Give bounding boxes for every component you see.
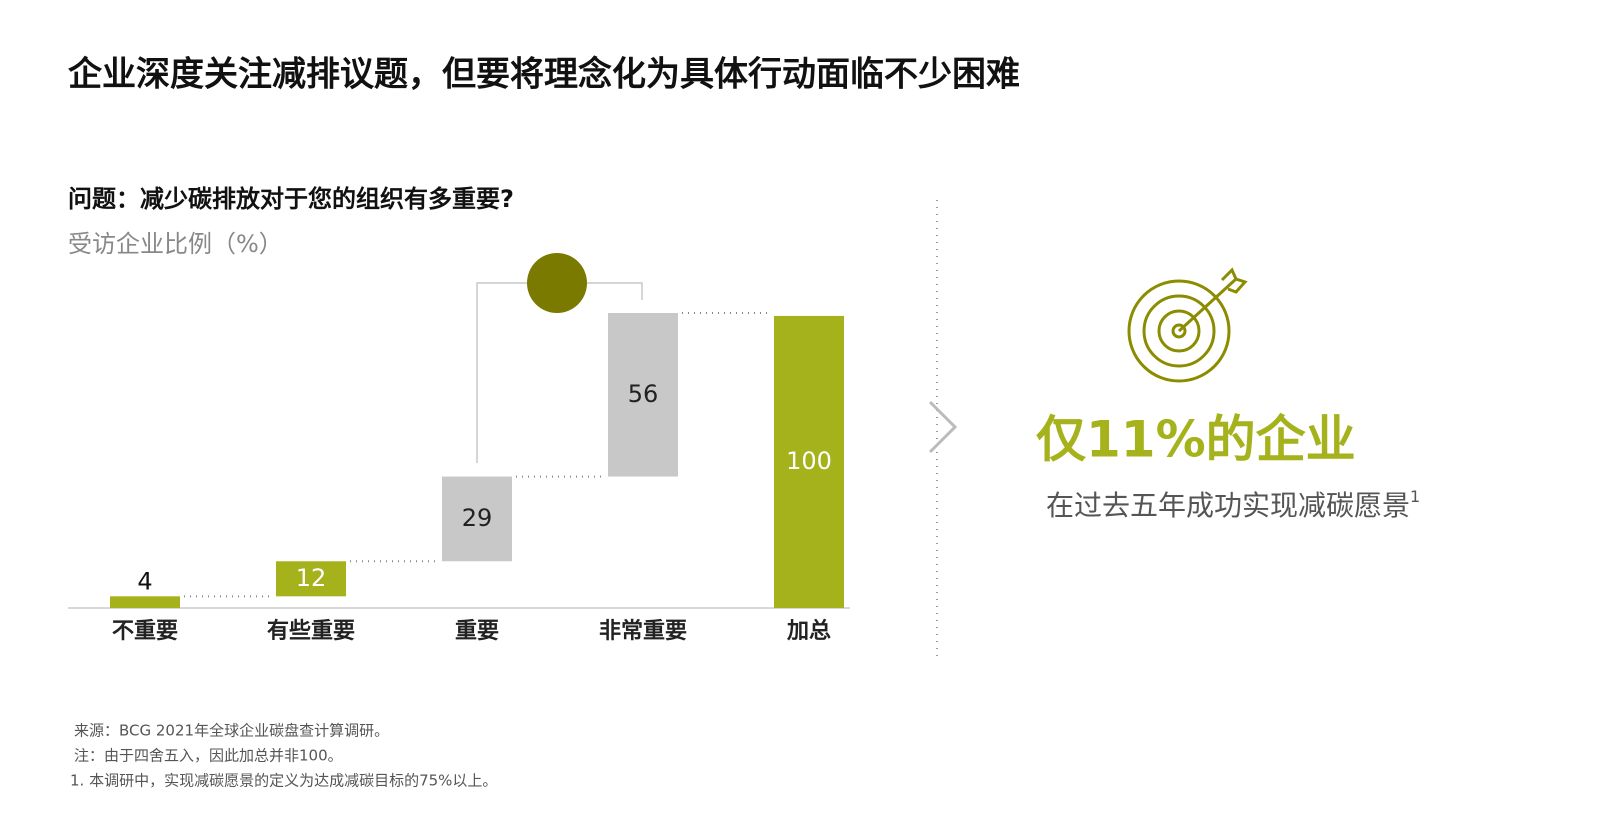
- x-tick-label: 不重要: [112, 619, 178, 644]
- bar: [276, 561, 346, 597]
- value-label: 4: [137, 567, 152, 595]
- bar: [110, 596, 180, 608]
- page-title: 企业深度关注减排议题，但要将理念化为具体行动面临不少困难: [68, 55, 1020, 95]
- footnote: 注：由于四舍五入，因此加总并非100。: [74, 747, 343, 765]
- callout-text: 在过去五年成功实现减碳愿景1: [1046, 487, 1420, 523]
- value-label: 56: [628, 380, 659, 408]
- footnote-ref: 1: [1410, 487, 1420, 506]
- chart-title: 问题：减少碳排放对于您的组织有多重要?: [68, 185, 514, 213]
- value-label: 100: [786, 447, 832, 475]
- footnote: 1. 本调研中，实现减碳愿景的定义为达成减碳目标的75%以上。: [70, 772, 497, 790]
- target-icon: [1127, 267, 1248, 383]
- footnote: 来源：BCG 2021年全球企业碳盘查计算调研。: [74, 722, 389, 740]
- x-tick-label: 加总: [786, 618, 831, 644]
- chevron: [928, 400, 958, 454]
- x-tick-label: 重要: [455, 619, 499, 644]
- bar: [608, 313, 678, 477]
- chart-subtitle: 受访企业比例（%）: [68, 230, 283, 258]
- bar: [442, 476, 512, 562]
- x-tick-label: 非常重要: [599, 618, 687, 644]
- callout-headline: 仅11%的企业: [1036, 411, 1356, 469]
- callout-text-body: 在过去五年成功实现减碳愿景: [1046, 489, 1410, 522]
- x-tick-label: 有些重要: [267, 618, 355, 644]
- value-label: 29: [462, 504, 493, 532]
- bar: [774, 315, 844, 608]
- bracket-circle: [527, 253, 587, 313]
- value-label: 12: [296, 564, 327, 592]
